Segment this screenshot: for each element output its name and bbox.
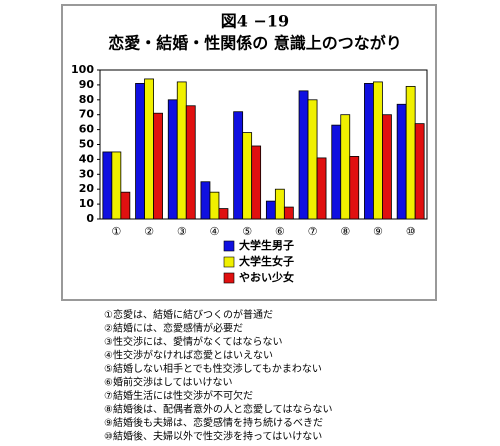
bar: [414, 123, 425, 220]
bar: [176, 81, 187, 220]
note: ①恋愛は、結婚に結びつくのが普通だ: [104, 308, 273, 321]
bar: [167, 99, 178, 220]
bar: [135, 83, 145, 220]
y-tick-label: 30: [79, 167, 95, 180]
bar: [209, 191, 220, 220]
note: ⑥婚前交渉はしてはいけない: [104, 376, 232, 389]
y-tick-label: 50: [79, 138, 95, 151]
legend-swatch: [223, 272, 235, 284]
y-tick-label: 60: [79, 123, 95, 136]
x-tick-label: ⑥: [275, 225, 285, 238]
x-tick-label: ⑦: [308, 225, 318, 238]
legend-label: 大学生女子: [239, 254, 294, 268]
x-tick-label: ①: [111, 225, 121, 238]
y-tick-label: 40: [79, 152, 95, 165]
bar: [382, 114, 392, 220]
y-tick-label: 10: [79, 197, 95, 210]
x-tick-label: ⑨: [373, 225, 383, 238]
bar: [153, 112, 163, 220]
bar: [251, 145, 262, 220]
bar: [274, 188, 285, 220]
x-tick-label: ⑤: [242, 225, 252, 238]
bar: [233, 111, 244, 220]
x-tick-label: ③: [177, 225, 187, 238]
bar: [298, 90, 309, 220]
bar: [331, 124, 342, 220]
bar: [340, 114, 351, 220]
note: ③性交渉には、愛情がなくてはならない: [104, 335, 282, 348]
bar: [349, 156, 360, 220]
bar: [111, 151, 122, 220]
chart-subtitle: 恋愛・結婚・性関係の 意識上のつながり: [108, 34, 402, 53]
bar: [218, 208, 229, 220]
chart-title: 図4 −19: [221, 12, 289, 31]
x-tick-label: ⑩: [406, 225, 416, 238]
bar: [405, 85, 416, 220]
x-tick-label: ⑧: [340, 225, 350, 238]
y-tick-label: 0: [86, 212, 94, 225]
note: ⑨結婚後も夫婦は、恋愛感情を持ち続けるべきだ: [104, 416, 323, 429]
note: ⑤結婚しない相手とでも性交渉してもかまわない: [104, 362, 322, 375]
bar: [307, 99, 318, 220]
y-tick-label: 90: [79, 78, 95, 91]
legend-swatch: [223, 256, 235, 268]
bar: [283, 206, 294, 220]
legend-label: 大学生男子: [239, 238, 294, 252]
bar: [364, 83, 374, 220]
y-tick-label: 70: [79, 108, 95, 121]
legend-label: やおい少女: [239, 270, 294, 284]
x-tick-label: ④: [210, 225, 220, 238]
note: ②結婚には、恋愛感情が必要だ: [104, 322, 243, 335]
bar: [120, 191, 131, 220]
bar: [185, 105, 196, 220]
note: ⑦結婚生活には性交渉が不可欠だ: [104, 389, 253, 402]
x-tick-label: ②: [144, 225, 154, 238]
bar: [144, 78, 154, 220]
note: ⑩結婚後、夫婦以外で性交渉を持ってはいけない: [104, 430, 322, 443]
bar: [200, 181, 211, 220]
bar: [316, 157, 327, 220]
bar: [242, 132, 253, 220]
y-tick-label: 20: [79, 182, 95, 195]
legend-swatch: [223, 240, 235, 252]
note: ⑧結婚後は、配偶者意外の人と恋愛してはならない: [104, 403, 332, 416]
bar: [373, 81, 383, 220]
bar: [396, 103, 407, 220]
y-tick-label: 80: [79, 93, 95, 106]
y-tick-label: 100: [71, 63, 94, 76]
note: ④性交渉がなければ恋愛とはいえない: [104, 349, 273, 362]
bar: [102, 151, 113, 220]
bar: [265, 200, 276, 220]
